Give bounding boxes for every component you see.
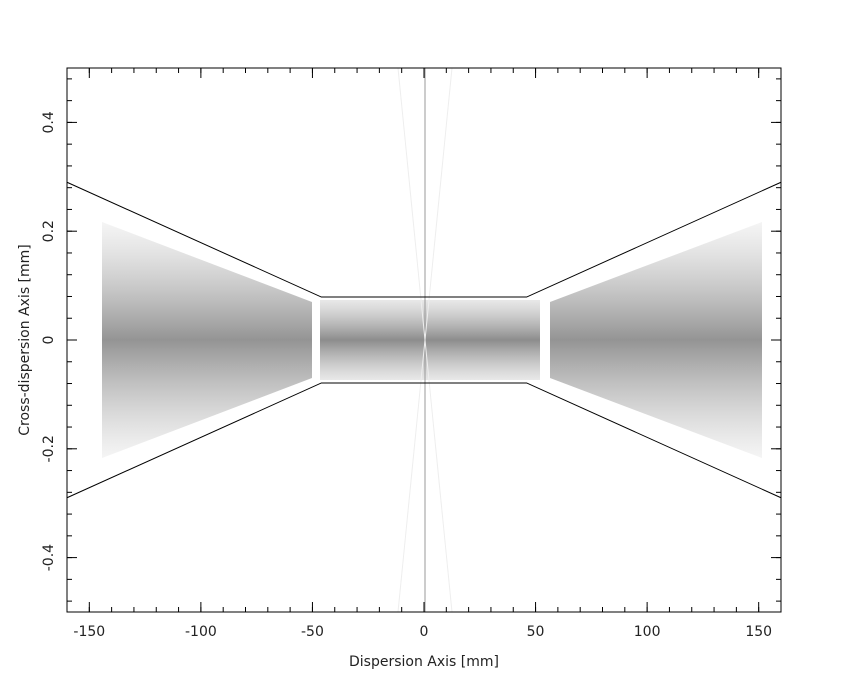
x-tick-label: -150 [73,624,105,640]
x-tick-label: -100 [185,624,217,640]
density-image [102,67,762,613]
x-tick-label: -50 [301,624,324,640]
y-tick-label: -0.4 [41,544,57,571]
y-tick-label: 0 [41,336,57,345]
y-tick-label: 0.2 [41,220,57,242]
faint-line [397,67,453,613]
right-wedge [550,222,762,458]
y-axis-label: Cross-dispersion Axis [mm] [17,244,33,436]
boundary-line [66,181,782,298]
x-tick-label: 100 [634,624,661,640]
x-axis-label: Dispersion Axis [mm] [349,654,499,670]
x-tick-label: 150 [745,624,772,640]
y-tick-label: 0.4 [41,111,57,133]
center-band [320,300,540,380]
x-tick-label: 0 [420,624,429,640]
left-wedge [102,222,312,458]
y-tick-label: -0.2 [41,435,57,462]
boundary-line [66,382,782,499]
x-tick-label: 50 [527,624,545,640]
